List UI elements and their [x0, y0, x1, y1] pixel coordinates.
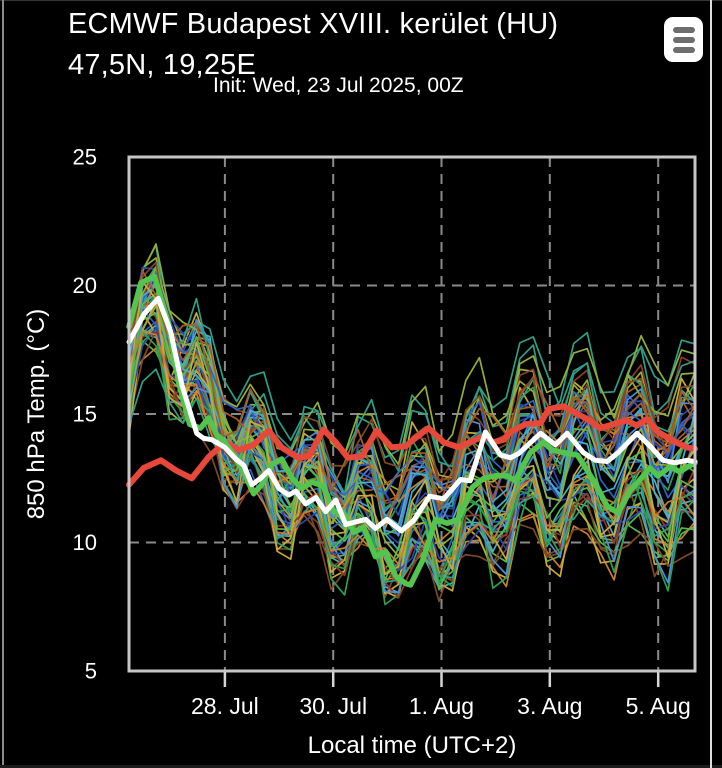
ensemble-member-line [128, 261, 696, 482]
x-tick-label: 30. Jul [299, 693, 367, 719]
ensemble-member-line [128, 276, 696, 474]
window-edge-top [0, 0, 722, 1]
y-tick-label: 10 [73, 530, 97, 555]
chart-coordinates: 47,5N, 19,25E [68, 49, 257, 81]
plot-border [127, 155, 697, 673]
window-edge-left [2, 0, 4, 768]
thick-red-line [126, 403, 698, 488]
ensemble-member-line [128, 368, 696, 583]
x-tick-label: 3. Aug [517, 693, 582, 719]
x-tick-label: 5. Aug [626, 693, 691, 719]
thick-green-line [126, 273, 698, 588]
x-tick-label: 1. Aug [409, 693, 474, 719]
page-title: ECMWF Budapest XVIII. kerület (HU) [68, 8, 559, 40]
scrollbar[interactable] [710, 0, 712, 768]
thick-white-line [126, 295, 698, 534]
y-tick-label: 5 [85, 659, 97, 684]
ensemble-member-line [128, 267, 696, 499]
x-axis-title: Local time (UTC+2) [308, 732, 517, 759]
window-edge-bottom [0, 765, 722, 768]
menu-button[interactable] [664, 17, 703, 62]
x-tick-label: 28. Jul [191, 693, 259, 719]
y-axis-title: 850 hPa Temp. (°C) [23, 309, 50, 520]
y-tick-label: 15 [73, 402, 97, 427]
ensemble-member-line [128, 280, 696, 576]
y-tick-label: 25 [73, 145, 97, 170]
chart-init-time: Init: Wed, 23 Jul 2025, 00Z [213, 74, 464, 97]
ensemble-member-line [128, 269, 696, 526]
ensemble-member-line [128, 302, 696, 594]
y-tick-label: 20 [73, 273, 97, 298]
hamburger-icon [672, 46, 695, 53]
hamburger-icon [672, 26, 695, 33]
hamburger-icon [672, 36, 695, 43]
